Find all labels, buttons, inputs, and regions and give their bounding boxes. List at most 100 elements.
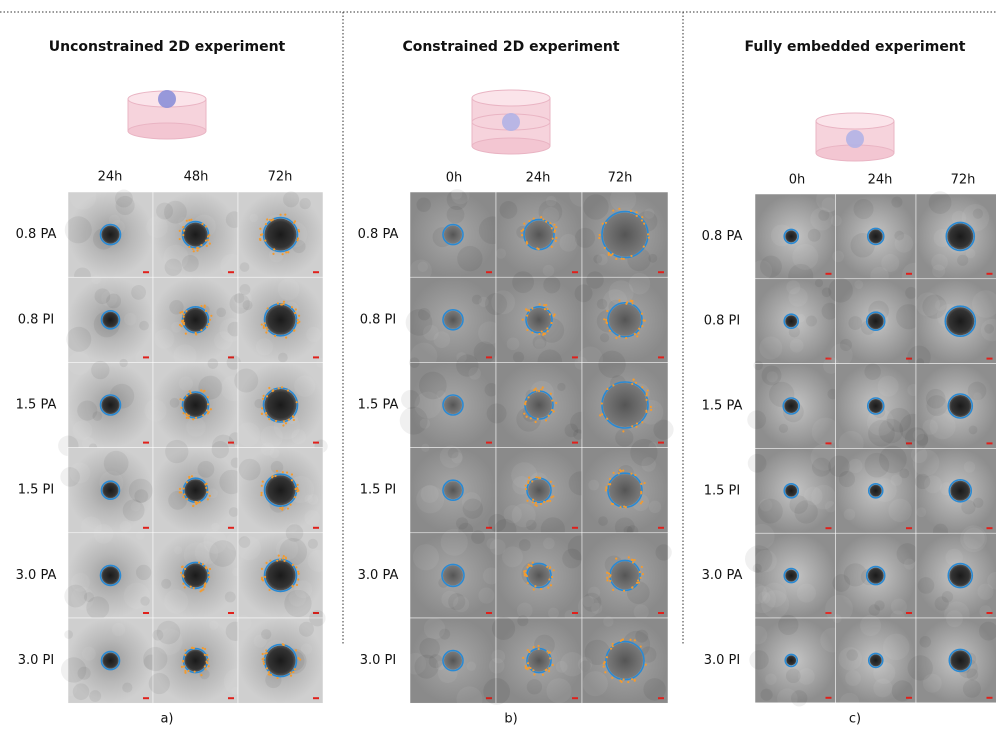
spheroid [102, 226, 120, 244]
texture [879, 446, 907, 474]
time-label: 48h [184, 170, 209, 185]
time-label: 72h [608, 171, 633, 186]
boundary-point [272, 390, 274, 392]
boundary-point [269, 560, 271, 562]
panel-title: Constrained 2D experiment [402, 39, 619, 55]
boundary-point [618, 472, 620, 474]
texture [136, 531, 145, 540]
boundary-point [631, 302, 633, 304]
texture [294, 376, 315, 397]
boundary-point [543, 304, 545, 306]
texture [519, 539, 531, 551]
row-label: 3.0 PI [704, 653, 740, 668]
spheroid [869, 399, 883, 413]
texture [588, 480, 599, 491]
boundary-point [620, 470, 622, 472]
texture [969, 425, 978, 434]
texture [123, 499, 145, 521]
texture [225, 592, 236, 603]
boundary-point [182, 399, 184, 401]
boundary-point [191, 475, 193, 477]
boundary-point [555, 402, 557, 404]
row-label: 0.8 PI [704, 314, 740, 329]
boundary-point [282, 424, 284, 426]
texture [747, 410, 766, 429]
boundary-point [539, 303, 541, 305]
texture [440, 446, 463, 469]
boundary-point [545, 221, 547, 223]
texture [963, 528, 985, 550]
boundary-point [281, 509, 283, 511]
texture [966, 669, 978, 681]
boundary-point [281, 507, 283, 509]
spheroid [266, 475, 296, 505]
texture [891, 196, 902, 207]
spheroid [603, 383, 647, 427]
row-label: 1.5 PA [702, 399, 743, 414]
boundary-point [182, 487, 184, 489]
texture [848, 316, 862, 330]
boundary-point [189, 392, 191, 394]
texture [869, 604, 880, 615]
texture [831, 215, 842, 226]
image-tile [144, 355, 246, 457]
texture [120, 521, 132, 533]
texture [489, 658, 504, 673]
boundary-point [290, 672, 292, 674]
boundary-point [553, 224, 555, 226]
texture [61, 657, 86, 682]
texture [237, 536, 261, 560]
texture [655, 544, 671, 560]
boundary-point [539, 477, 541, 479]
image-tile [58, 352, 153, 456]
texture [583, 671, 608, 696]
boundary-point [523, 413, 525, 415]
icon-spheroid [158, 90, 176, 108]
boundary-point [618, 335, 620, 337]
boundary-point [631, 383, 633, 385]
boundary-point [538, 648, 540, 650]
boundary-point [529, 667, 531, 669]
image-tile [747, 357, 839, 448]
texture [603, 616, 613, 626]
spheroid [946, 307, 974, 335]
boundary-point [545, 304, 547, 306]
texture [209, 621, 218, 630]
texture [131, 285, 146, 300]
boundary-point [272, 253, 274, 255]
icon-spheroid [502, 113, 520, 131]
boundary-point [555, 240, 557, 242]
texture [239, 284, 250, 295]
time-label: 72h [268, 170, 293, 185]
row-label: 3.0 PA [16, 568, 57, 583]
texture [644, 208, 654, 218]
boundary-point [630, 300, 632, 302]
boundary-point [268, 589, 270, 591]
boundary-point [547, 586, 549, 588]
boundary-point [265, 649, 267, 651]
boundary-point [540, 588, 542, 590]
boundary-point [199, 501, 201, 503]
boundary-point [549, 222, 551, 224]
texture [778, 615, 798, 635]
spheroid [870, 485, 882, 497]
texture [420, 418, 430, 428]
boundary-point [612, 503, 614, 505]
boundary-point [531, 331, 533, 333]
boundary-point [195, 417, 197, 419]
row-label: 0.8 PA [702, 229, 743, 244]
texture [414, 655, 438, 679]
boundary-point [182, 319, 184, 321]
boundary-point [645, 394, 647, 396]
boundary-point [637, 579, 639, 581]
texture [491, 290, 515, 314]
image-tile [905, 364, 996, 451]
boundary-point [546, 668, 548, 670]
spheroid [785, 570, 797, 582]
boundary-point [206, 245, 208, 247]
boundary-point [206, 409, 208, 411]
texture [916, 507, 926, 517]
boundary-point [635, 382, 637, 384]
texture [845, 670, 861, 686]
image-tile [745, 524, 836, 618]
